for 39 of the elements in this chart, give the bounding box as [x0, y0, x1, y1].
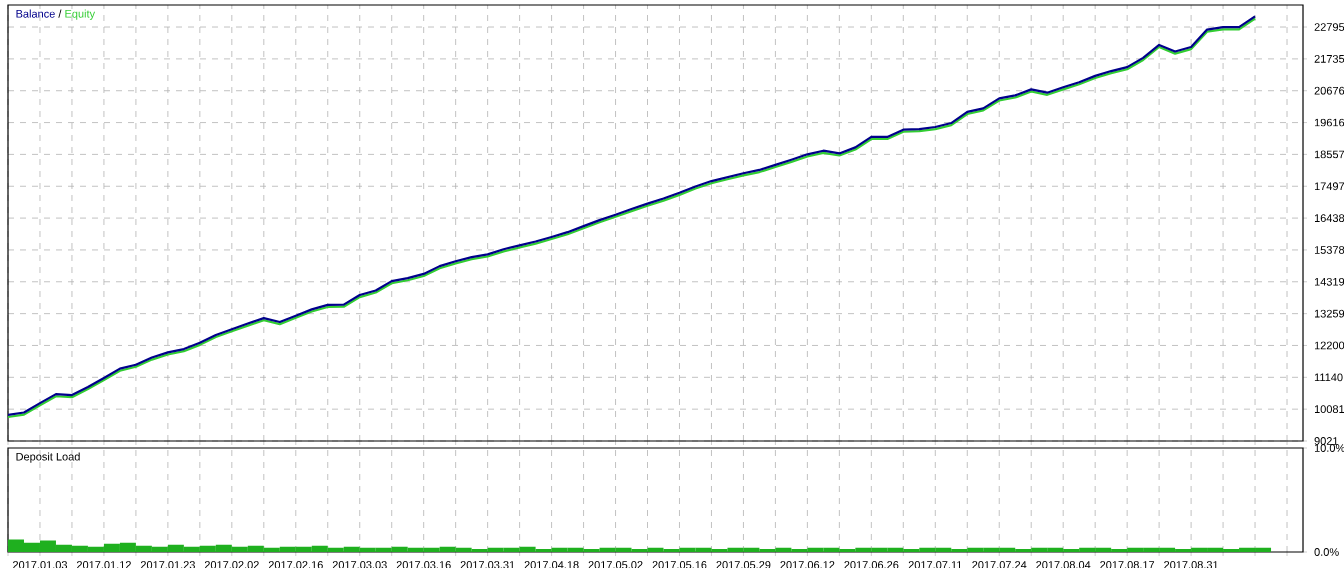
x-tick-label: 2017.05.16: [652, 561, 707, 568]
chart-title: Deposit Load: [16, 452, 80, 463]
x-tick-label: 2017.06.26: [844, 561, 899, 568]
y-tick-label: 11140: [1314, 373, 1343, 382]
y-tick-label: 0.0%: [1314, 548, 1339, 556]
x-tick-label: 2017.01.23: [140, 561, 195, 568]
y-tick-label: 22795: [1314, 23, 1344, 31]
y-tick-label: 13259: [1314, 309, 1344, 318]
annotation: /: [58, 9, 62, 18]
x-tick-label: 2017.02.02: [204, 561, 259, 568]
x-tick-label: 2017.08.04: [1036, 561, 1091, 568]
x-tick-label: 2017.06.12: [780, 561, 835, 568]
y-tick-label: 21735: [1314, 54, 1344, 63]
x-tick-label: 2017.07.24: [972, 561, 1027, 568]
y-tick-label: 19616: [1314, 118, 1344, 127]
x-tick-label: 2017.03.16: [396, 561, 451, 568]
y-tick-label: 9021: [1314, 437, 1338, 445]
y-tick-label: 10.0%: [1314, 444, 1344, 452]
y-tick-label: 10081: [1314, 405, 1344, 414]
x-tick-label: 2017.03.31: [460, 561, 515, 568]
x-tick-label: 2017.04.18: [524, 561, 579, 568]
x-tick-label: 2017.03.03: [332, 561, 387, 568]
x-tick-label: 2017.02.16: [268, 561, 323, 568]
x-tick-label: 2017.08.31: [1164, 561, 1219, 568]
x-tick-label: 2017.01.03: [13, 561, 68, 568]
x-tick-label: 2017.01.12: [76, 561, 131, 568]
y-tick-label: 17497: [1314, 182, 1344, 191]
x-tick-label: 2017.08.17: [1100, 561, 1155, 568]
x-tick-label: 2017.05.29: [716, 561, 771, 568]
y-tick-label: 14319: [1314, 277, 1344, 286]
text: Balance: [16, 9, 55, 18]
y-tick-label: 18557: [1314, 150, 1344, 159]
x-tick-label: 2017.05.02: [588, 561, 643, 568]
text: Equity: [65, 9, 96, 20]
y-tick-label: 16438: [1314, 214, 1344, 222]
x-tick-label: 2017.07.11: [908, 561, 962, 568]
y-tick-label: 15378: [1314, 246, 1344, 254]
y-tick-label: 12200: [1314, 341, 1344, 350]
y-tick-label: 20676: [1314, 86, 1344, 95]
